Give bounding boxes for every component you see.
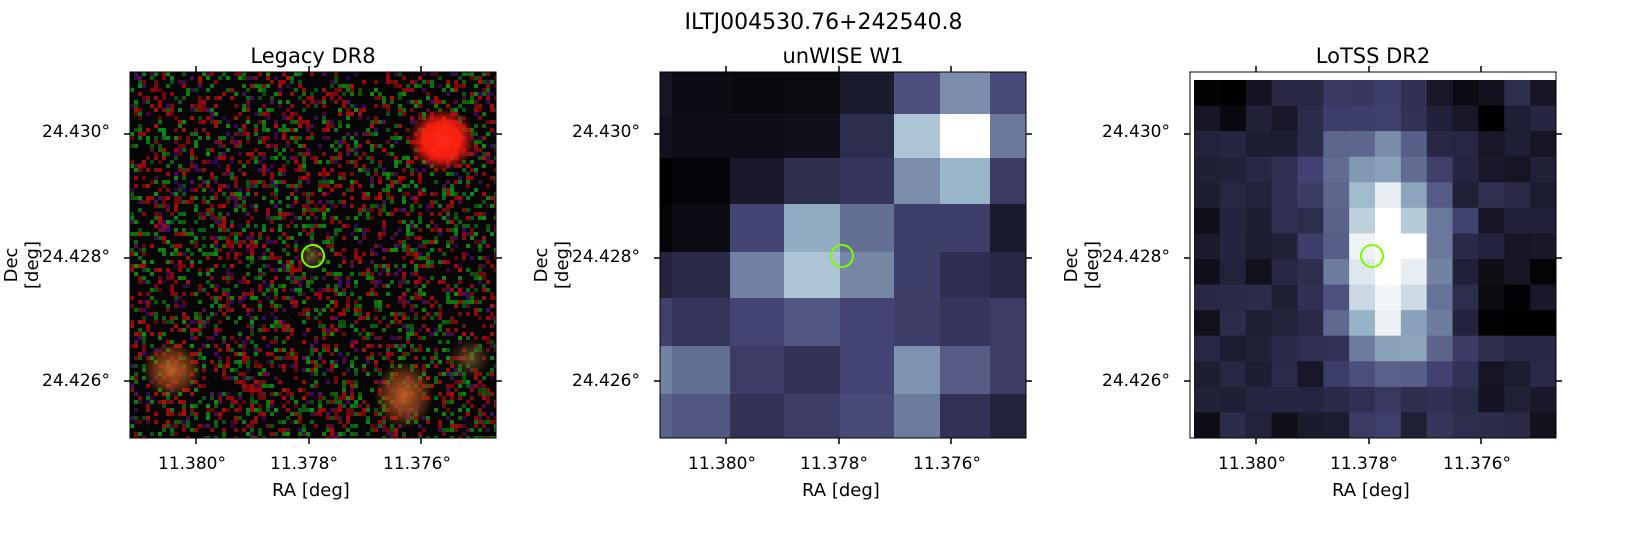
y-tick-unwise-3: 24.426° xyxy=(572,371,640,391)
y-axis-label-lotss: Dec [deg] xyxy=(1061,241,1103,289)
y-tick-legacy-3: 24.426° xyxy=(42,371,110,391)
panel-unwise: unWISE W1 Dec [deg] RA [deg] 24.430° 24.… xyxy=(530,0,1050,539)
bright-red-source xyxy=(408,108,476,172)
x-tick-unwise-1: 11.380° xyxy=(688,454,756,474)
y-axis-label-unwise: Dec [deg] xyxy=(531,241,573,289)
panel-legacy: Legacy DR8 xyxy=(0,0,520,539)
galaxy-bottom-right xyxy=(448,338,492,378)
target-marker xyxy=(830,244,854,268)
y-axis-label-legacy: Dec [deg] xyxy=(1,241,43,289)
x-tick-lotss-3: 11.376° xyxy=(1443,454,1511,474)
x-axis-label-lotss: RA [deg] xyxy=(1332,480,1410,501)
y-tick-legacy-2: 24.428° xyxy=(42,247,110,267)
figure-title: ILTJ004530.76+242540.8 xyxy=(684,10,963,35)
target-marker xyxy=(1360,244,1384,268)
y-tick-unwise-1: 24.430° xyxy=(572,122,640,142)
x-axis-label-unwise: RA [deg] xyxy=(802,480,880,501)
unwise-image xyxy=(654,66,1032,444)
target-marker xyxy=(301,244,325,268)
panel-title-legacy: Legacy DR8 xyxy=(250,44,376,68)
x-tick-legacy-3: 11.376° xyxy=(383,454,451,474)
y-tick-lotss-2: 24.428° xyxy=(1102,247,1170,267)
y-tick-lotss-1: 24.430° xyxy=(1102,122,1170,142)
panel-title-unwise: unWISE W1 xyxy=(782,44,904,68)
y-tick-lotss-3: 24.426° xyxy=(1102,371,1170,391)
x-tick-lotss-1: 11.380° xyxy=(1218,454,1286,474)
panel-title-lotss: LoTSS DR2 xyxy=(1315,44,1431,68)
galaxy-bottom-center xyxy=(374,361,434,429)
y-tick-unwise-2: 24.428° xyxy=(572,247,640,267)
legacy-image xyxy=(124,66,502,444)
x-tick-legacy-2: 11.378° xyxy=(270,454,338,474)
panel-lotss: LoTSS DR2 Dec [deg] RA [deg] 24.430° 24.… xyxy=(1060,0,1580,539)
x-tick-unwise-2: 11.378° xyxy=(800,454,868,474)
x-tick-lotss-2: 11.378° xyxy=(1330,454,1398,474)
galaxy-bottom-left xyxy=(142,342,202,398)
x-tick-legacy-1: 11.380° xyxy=(158,454,226,474)
x-axis-label-legacy: RA [deg] xyxy=(272,480,350,501)
y-tick-legacy-1: 24.430° xyxy=(42,122,110,142)
lotss-image xyxy=(1184,66,1562,444)
x-tick-unwise-3: 11.376° xyxy=(913,454,981,474)
